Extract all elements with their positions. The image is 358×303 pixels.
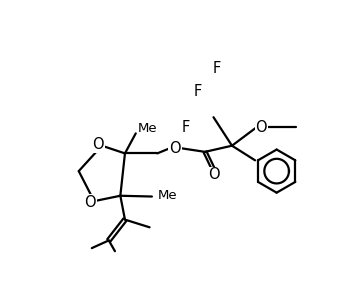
- Text: O: O: [84, 195, 96, 210]
- Text: F: F: [182, 120, 190, 135]
- Text: O: O: [169, 141, 181, 155]
- Text: F: F: [212, 61, 221, 76]
- Text: O: O: [208, 168, 220, 182]
- Text: O: O: [92, 138, 104, 152]
- Text: F: F: [194, 84, 202, 99]
- Text: O: O: [255, 120, 267, 135]
- Text: Me: Me: [138, 122, 158, 135]
- Text: Me: Me: [158, 189, 178, 202]
